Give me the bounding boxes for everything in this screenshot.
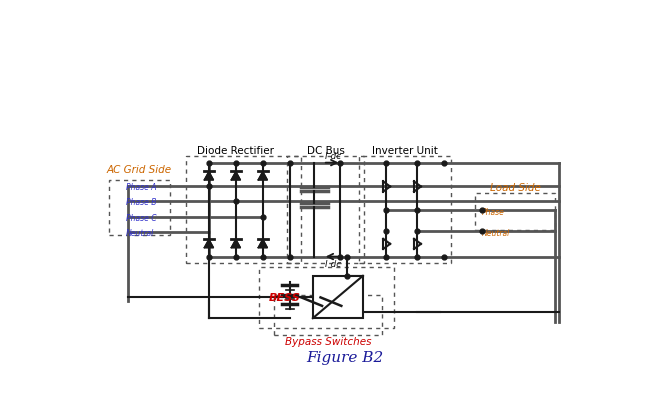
Polygon shape [258,172,267,180]
Text: I dc: I dc [325,259,342,268]
Text: Load Side: Load Side [490,183,541,193]
Text: Neutral: Neutral [126,228,154,237]
Bar [109,180,171,235]
Bar [288,157,364,263]
Text: Inverter Unit: Inverter Unit [372,146,438,156]
Bar [185,157,301,263]
Text: I dc: I dc [325,152,342,161]
Text: BESS: BESS [269,293,300,303]
Text: Diode Rectifier: Diode Rectifier [198,146,274,156]
Polygon shape [258,240,267,248]
Polygon shape [231,172,241,180]
Text: Phase C: Phase C [126,213,157,222]
Text: Phase: Phase [482,208,505,217]
Bar [313,276,363,318]
Text: Figure B2: Figure B2 [306,350,383,364]
Text: Bypass Switches: Bypass Switches [285,337,372,347]
Polygon shape [204,240,214,248]
Bar [274,295,382,335]
Polygon shape [204,172,214,180]
Bar [474,194,555,231]
Text: DC Bus: DC Bus [307,146,345,156]
Text: AC Grid Side: AC Grid Side [107,164,172,174]
Bar [259,267,394,328]
Text: Phase A: Phase A [126,183,156,192]
Text: Neutral: Neutral [482,228,511,237]
Text: Phase B: Phase B [126,198,156,207]
Polygon shape [231,240,241,248]
Bar [359,157,452,263]
